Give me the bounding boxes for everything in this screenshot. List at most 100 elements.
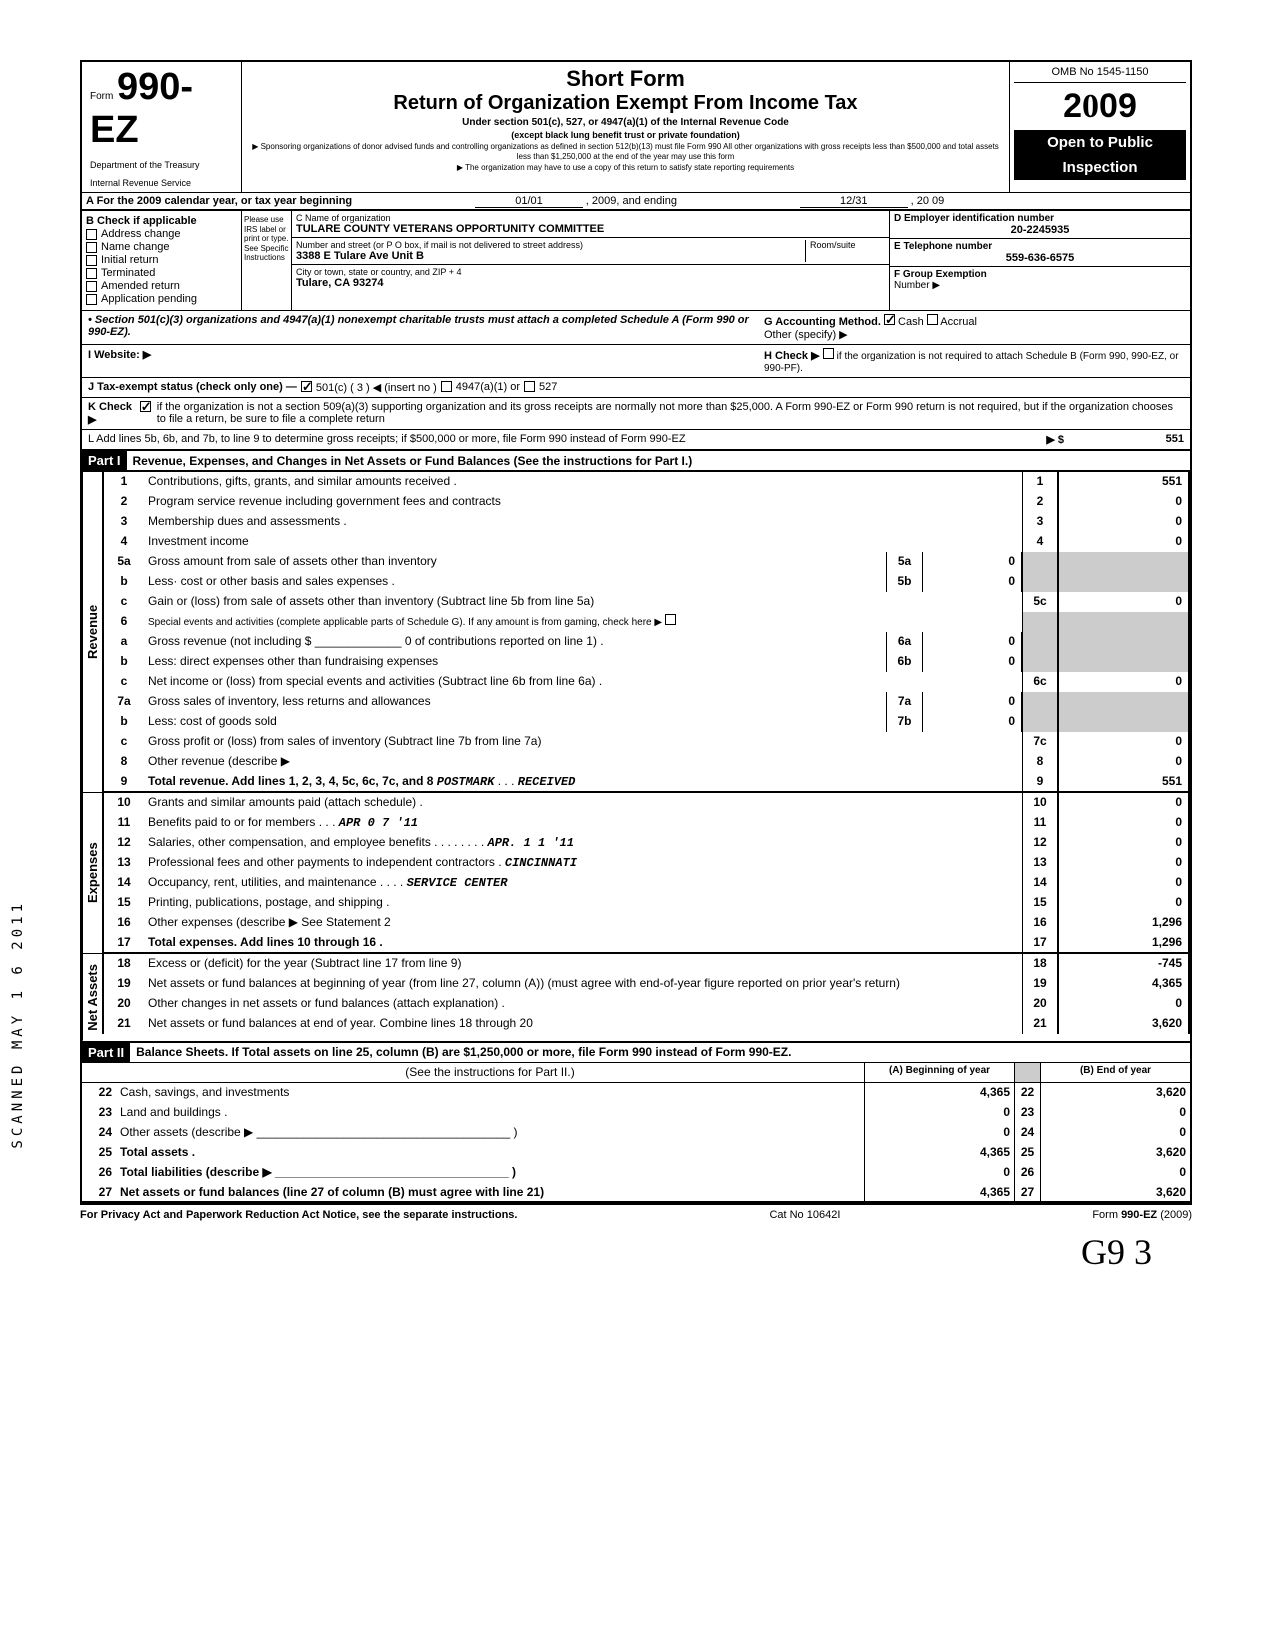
l-arrow: ▶ $ — [1046, 433, 1064, 446]
d-label: D Employer identification number — [894, 213, 1186, 224]
side-revenue: Revenue — [82, 472, 102, 792]
ein-value: 20-2245935 — [894, 224, 1186, 236]
b22-num: 22 — [82, 1083, 116, 1103]
check-initial[interactable] — [86, 255, 97, 266]
ln7a-desc: Gross sales of inventory, less returns a… — [144, 692, 886, 712]
check-name[interactable] — [86, 242, 97, 253]
f-label2: Number ▶ — [894, 280, 1186, 291]
ln14-amt: 0 — [1058, 873, 1188, 893]
check-amended[interactable] — [86, 281, 97, 292]
ln15-desc: Printing, publications, postage, and shi… — [144, 893, 1022, 913]
dept-treasury: Department of the Treasury — [90, 160, 233, 170]
stamp-service: SERVICE CENTER — [407, 876, 508, 890]
col-please: Please use IRS label or print or type. S… — [242, 211, 292, 310]
g-accrual: Accrual — [940, 316, 977, 328]
check-cash[interactable] — [884, 314, 895, 325]
b26-a: 0 — [864, 1163, 1014, 1183]
footer-cat: Cat No 10642I — [769, 1209, 840, 1221]
ln1-amt: 551 — [1058, 472, 1188, 492]
check-k[interactable] — [140, 401, 151, 412]
part-1-title: Revenue, Expenses, and Changes in Net As… — [127, 452, 699, 470]
ln1-num: 1 — [104, 472, 144, 492]
ln13-num: 13 — [104, 853, 144, 873]
ln18-amt: -745 — [1058, 954, 1188, 974]
section-i: I Website: ▶ H Check ▶ if the organizati… — [80, 345, 1192, 378]
check-pending[interactable] — [86, 294, 97, 305]
b24-desc: Other assets (describe ▶ _______________… — [116, 1123, 864, 1143]
ln14-desc: Occupancy, rent, utilities, and maintena… — [148, 875, 377, 889]
opt-terminated: Terminated — [101, 267, 155, 279]
section-a-label: A For the 2009 calendar year, or tax yea… — [86, 195, 352, 207]
b23-b: 0 — [1040, 1103, 1190, 1123]
year-suffix-text: , 20 09 — [911, 195, 945, 207]
b22-b: 3,620 — [1040, 1083, 1190, 1103]
j-527: 527 — [539, 381, 557, 394]
check-501c[interactable] — [301, 381, 312, 392]
check-h[interactable] — [823, 348, 834, 359]
footer-form: Form 990-EZ (2009) — [1092, 1209, 1192, 1221]
part-2-label: Part II — [82, 1043, 130, 1062]
j-4947: 4947(a)(1) or — [456, 381, 520, 394]
opt-initial: Initial return — [101, 254, 158, 266]
ln20-amt: 0 — [1058, 994, 1188, 1014]
ln21-desc: Net assets or fund balances at end of ye… — [144, 1014, 1022, 1034]
ln13-desc: Professional fees and other payments to … — [148, 855, 502, 869]
f-label: F Group Exemption — [894, 269, 1186, 280]
ln7a-num: 7a — [104, 692, 144, 712]
ln5b-amt: 0 — [922, 572, 1022, 592]
ln5c-desc: Gain or (loss) from sale of assets other… — [144, 592, 1022, 612]
b27-a: 4,365 — [864, 1183, 1014, 1201]
b27-b: 3,620 — [1040, 1183, 1190, 1201]
ln12-desc: Salaries, other compensation, and employ… — [148, 835, 431, 849]
b25-num: 25 — [82, 1143, 116, 1163]
footer-privacy: For Privacy Act and Paperwork Reduction … — [80, 1209, 517, 1221]
opt-name: Name change — [101, 241, 170, 253]
phone-value: 559-636-6575 — [894, 252, 1186, 264]
ln6c-desc: Net income or (loss) from special events… — [144, 672, 1022, 692]
section-j: J Tax-exempt status (check only one) — 5… — [80, 378, 1192, 398]
year-prefix: 2 — [1063, 87, 1082, 125]
side-netassets: Net Assets — [82, 954, 102, 1041]
ln7c-num: c — [104, 732, 144, 752]
section-k: K Check ▶ if the organization is not a s… — [80, 398, 1192, 430]
b23-desc: Land and buildings . — [116, 1103, 864, 1123]
part-2-subheader: (See the instructions for Part II.) (A) … — [80, 1063, 1192, 1083]
col-a-label: (A) Beginning of year — [864, 1063, 1014, 1082]
ln16-amt: 1,296 — [1058, 913, 1188, 933]
dept-irs: Internal Revenue Service — [90, 178, 233, 188]
check-address[interactable] — [86, 229, 97, 240]
ln6a-amt: 0 — [922, 632, 1022, 652]
ln13-amt: 0 — [1058, 853, 1188, 873]
opt-address: Address change — [101, 228, 181, 240]
ln9-num: 9 — [104, 772, 144, 791]
check-4947[interactable] — [441, 381, 452, 392]
ln12-num: 12 — [104, 833, 144, 853]
check-527[interactable] — [524, 381, 535, 392]
ln17-desc: Total expenses. Add lines 10 through 16 … — [144, 933, 1022, 952]
ln3-amt: 0 — [1058, 512, 1188, 532]
handwritten-note: G9 3 — [80, 1231, 1192, 1273]
ln19-amt: 4,365 — [1058, 974, 1188, 994]
ln14-num: 14 — [104, 873, 144, 893]
addr-label: Number and street (or P O box, if mail i… — [296, 240, 805, 250]
ln7c-desc: Gross profit or (loss) from sales of inv… — [144, 732, 1022, 752]
opt-amended: Amended return — [101, 280, 180, 292]
ln16-desc: Other expenses (describe ▶ See Statement… — [144, 913, 1022, 933]
check-gaming[interactable] — [665, 614, 676, 625]
ln16-num: 16 — [104, 913, 144, 933]
check-terminated[interactable] — [86, 268, 97, 279]
b24-b: 0 — [1040, 1123, 1190, 1143]
section-bullet: • Section 501(c)(3) organizations and 49… — [88, 314, 764, 341]
year-begin: 01/01 — [475, 195, 583, 208]
b22-desc: Cash, savings, and investments — [116, 1083, 864, 1103]
section-bcd: B Check if applicable Address change Nam… — [80, 211, 1192, 311]
ln4-amt: 0 — [1058, 532, 1188, 552]
ln11-num: 11 — [104, 813, 144, 833]
ln17-amt: 1,296 — [1058, 933, 1188, 952]
ln5b-desc: Less· cost or other basis and sales expe… — [144, 572, 886, 592]
b25-desc: Total assets . — [116, 1143, 864, 1163]
g-other: Other (specify) ▶ — [764, 328, 1184, 341]
form-header: Form 990-EZ Department of the Treasury I… — [80, 60, 1192, 192]
ln9-amt: 551 — [1058, 772, 1188, 791]
check-accrual[interactable] — [927, 314, 938, 325]
